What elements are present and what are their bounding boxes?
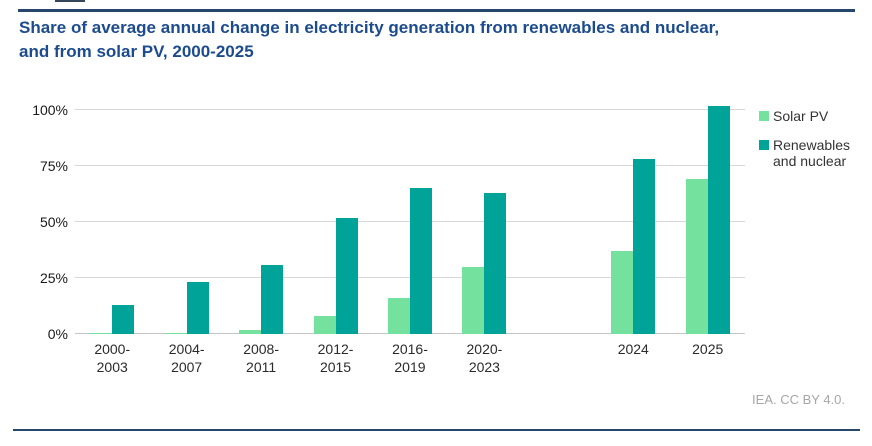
plot-area [75,100,745,334]
category-slot [149,100,223,334]
x-tick-label: 2004- 2007 [168,341,205,375]
bottom-divider-rule [13,429,860,431]
bar-pair [90,305,135,334]
bar-renewables-and-nuclear [707,106,730,334]
chart-title-line2: and from solar PV, 2000-2025 [19,42,254,61]
bar-pair [239,265,284,334]
legend-item: Renewables and nuclear [759,137,869,169]
bar-pair [611,159,656,334]
category-slot [447,100,521,334]
category-slot [75,100,149,334]
gridline [75,109,745,110]
legend: Solar PV Renewables and nuclear [759,108,869,182]
bar-pair [313,218,358,334]
legend-label: Renewables and nuclear [773,137,851,169]
y-axis: 0% 25% 50% 75% 100% [0,100,68,342]
x-tick-label: 2024 [617,341,649,357]
x-tick-label: 2008- 2011 [243,341,279,375]
legend-swatch-icon [759,140,769,150]
y-tick-label: 25% [39,270,68,286]
bar-pair [164,282,209,334]
bar-pair [387,188,432,334]
attribution-text: IEA. CC BY 4.0. [752,392,845,407]
bar-renewables-and-nuclear [484,193,507,334]
legend-label: Solar PV [773,108,829,124]
bar-solar-pv [90,333,113,334]
chart-title: Share of average annual change in electr… [19,16,853,64]
legend-swatch-icon [759,111,769,121]
bar-solar-pv [313,316,336,334]
bar-solar-pv [462,267,485,334]
bar-renewables-and-nuclear [112,305,135,334]
y-tick-label: 100% [32,102,68,118]
category-slot [671,100,745,334]
bar-pair [685,106,730,334]
category-slot [373,100,447,334]
category-slot [596,100,670,334]
bar-pair [462,193,507,334]
bar-renewables-and-nuclear [186,282,209,334]
y-tick-label: 50% [39,214,68,230]
bar-solar-pv [164,333,187,334]
bar-renewables-and-nuclear [335,218,358,334]
bar-solar-pv [239,330,262,334]
chart-title-line1: Share of average annual change in electr… [19,18,720,37]
x-tick-label: 2000- 2003 [94,341,131,375]
empty-slot [522,100,596,334]
bar-solar-pv [387,298,410,334]
x-tick-label: 2012- 2015 [317,341,354,375]
y-tick-label: 0% [47,326,68,342]
x-tick-label: 2016- 2019 [392,341,428,375]
x-axis: 2000- 2003 2004- 2007 2008- 2011 2012- 2015… [75,340,745,376]
x-tick-label: 2020- 2023 [466,341,503,375]
y-tick-label: 75% [39,158,68,174]
bar-slots [75,100,745,334]
legend-item: Solar PV [759,108,869,124]
bar-solar-pv [685,179,708,334]
category-slot [224,100,298,334]
top-divider-rule [18,9,855,12]
gridline [75,165,745,166]
top-crop-artifact [55,0,85,2]
x-tick-spacer [522,340,596,376]
bar-solar-pv [611,251,634,334]
bar-renewables-and-nuclear [409,188,432,334]
x-tick-label: 2025 [692,341,724,357]
category-slot [298,100,372,334]
bar-renewables-and-nuclear [261,265,284,334]
bar-renewables-and-nuclear [633,159,656,334]
